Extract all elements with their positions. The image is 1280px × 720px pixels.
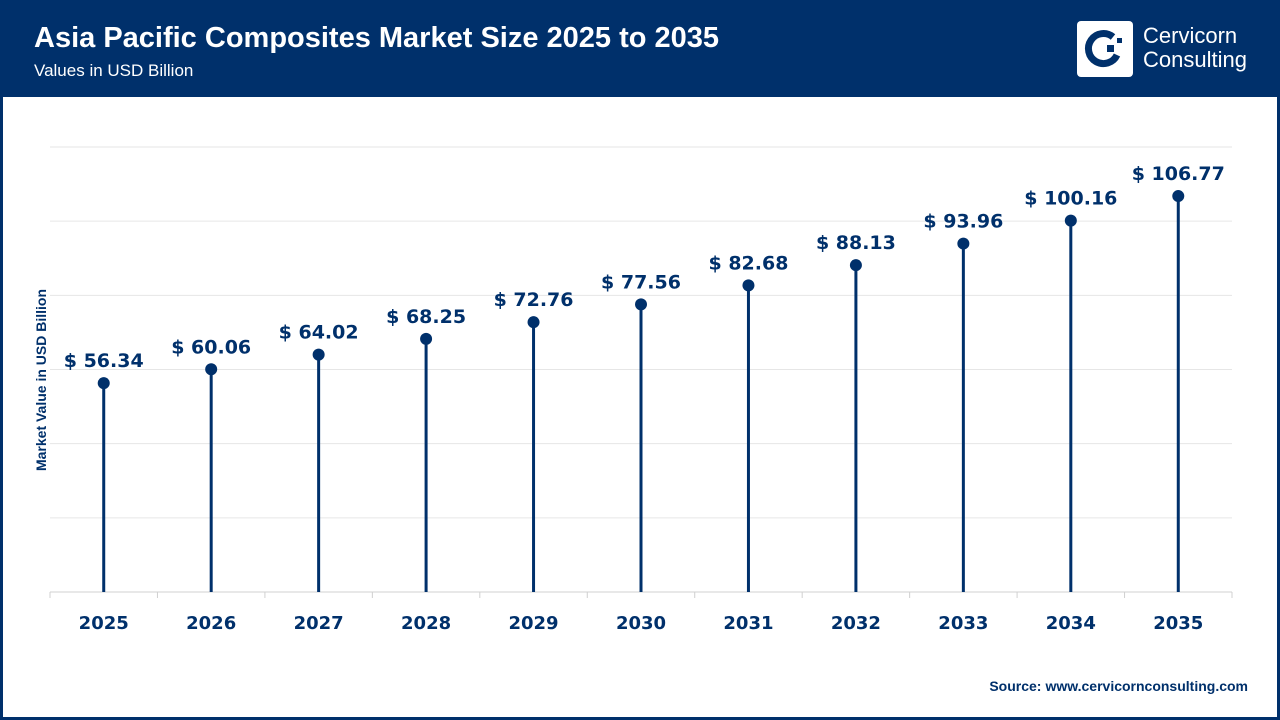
x-tick-label: 2029 xyxy=(508,613,558,634)
x-tick-label: 2035 xyxy=(1153,613,1203,634)
x-tick-label: 2027 xyxy=(294,613,344,634)
x-tick-label: 2033 xyxy=(938,613,988,634)
x-tick-label: 2034 xyxy=(1046,613,1096,634)
data-label: $ 72.76 xyxy=(494,289,574,311)
source-note: Source: www.cervicornconsulting.com xyxy=(989,678,1248,694)
chart-subtitle: Values in USD Billion xyxy=(34,61,194,80)
logo-line-2: Consulting xyxy=(1143,47,1247,72)
data-label: $ 56.34 xyxy=(64,350,144,372)
data-label: $ 82.68 xyxy=(708,252,788,274)
data-point xyxy=(420,332,433,345)
data-label: $ 93.96 xyxy=(923,211,1003,233)
logo-text: Cervicorn Consulting xyxy=(1143,24,1247,72)
data-point xyxy=(205,363,218,376)
data-label: $ 100.16 xyxy=(1024,188,1117,210)
x-tick-label: 2025 xyxy=(79,613,129,634)
data-point xyxy=(527,316,540,329)
data-label: $ 64.02 xyxy=(279,322,359,344)
x-tick-label: 2031 xyxy=(723,613,773,634)
data-point xyxy=(1064,214,1077,227)
data-point xyxy=(97,377,110,390)
data-point xyxy=(957,237,970,250)
logo-line-1: Cervicorn xyxy=(1143,23,1238,48)
data-label: $ 68.25 xyxy=(386,306,466,328)
x-tick-label: 2026 xyxy=(186,613,236,634)
data-point xyxy=(312,348,325,361)
source-label: Source: xyxy=(989,678,1042,694)
x-tick-label: 2032 xyxy=(831,613,881,634)
data-label: $ 106.77 xyxy=(1132,163,1225,185)
x-tick-label: 2028 xyxy=(401,613,451,634)
data-label: $ 60.06 xyxy=(171,336,251,358)
source-url: www.cervicornconsulting.com xyxy=(1045,678,1248,694)
chart-title: Asia Pacific Composites Market Size 2025… xyxy=(34,22,720,54)
data-point xyxy=(849,259,862,272)
data-label: $ 77.56 xyxy=(601,271,681,293)
data-point xyxy=(742,279,755,292)
data-point xyxy=(635,298,647,311)
x-tick-label: 2030 xyxy=(616,613,666,634)
logo-mark-icon xyxy=(1077,21,1133,77)
company-logo: Cervicorn Consulting xyxy=(1077,21,1261,77)
data-label: $ 88.13 xyxy=(816,232,896,254)
data-point xyxy=(1172,190,1185,203)
header-banner: Asia Pacific Composites Market Size 2025… xyxy=(0,0,1280,97)
